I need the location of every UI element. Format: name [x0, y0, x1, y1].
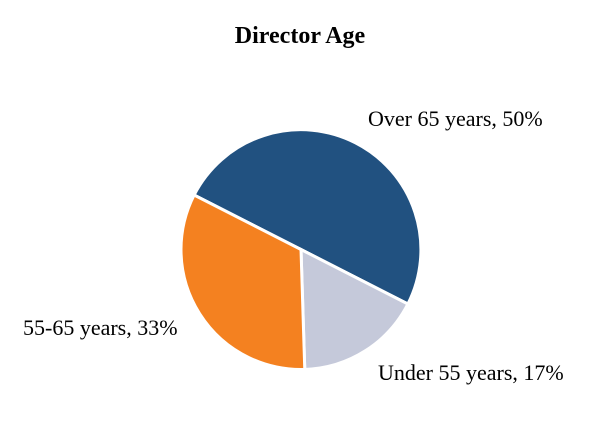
pie-slice-under-55-years	[299, 247, 410, 371]
pie-slice-over-65-years	[192, 128, 423, 306]
chart-title: Director Age	[234, 23, 366, 49]
pie-slice-55-65-years	[179, 193, 307, 371]
data-label-over-65-years: Over 65 years, 50%	[368, 106, 543, 131]
data-label-under-55-years: Under 55 years, 17%	[378, 360, 564, 385]
data-label-55-65-years: 55-65 years, 33%	[23, 315, 178, 340]
